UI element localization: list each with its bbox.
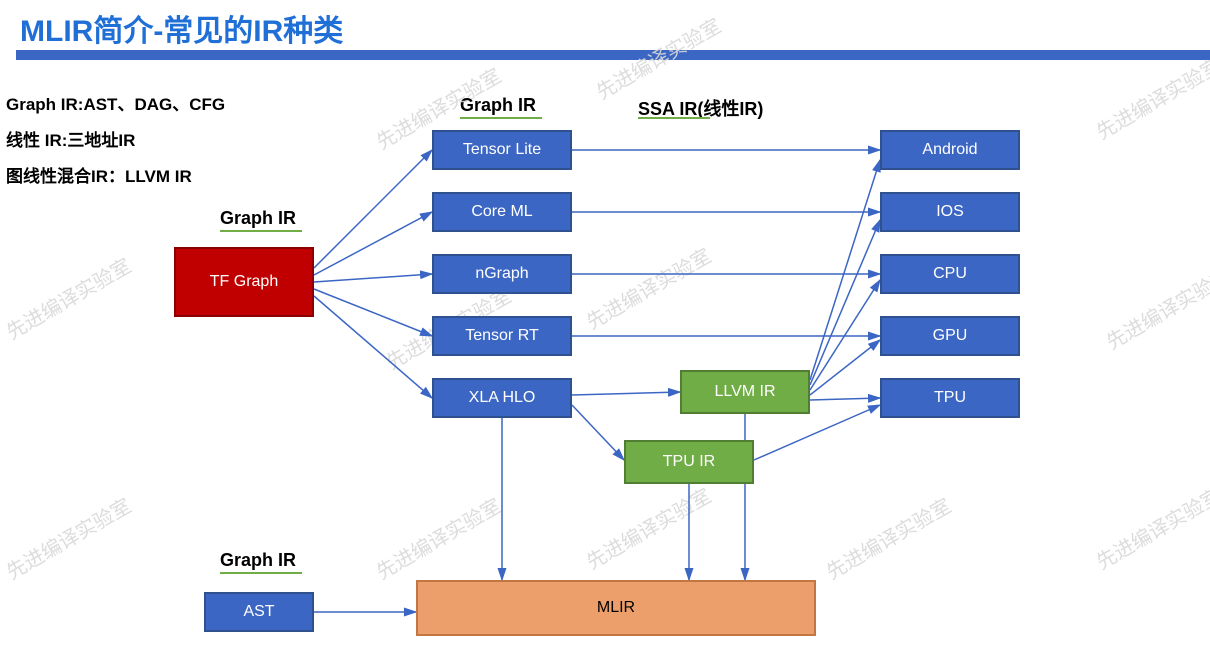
watermark-text: 先进编译实验室 (0, 490, 136, 585)
edge-xla-tpuir (572, 405, 624, 460)
edge-llvmir-ios (810, 220, 880, 385)
watermark-text: 先进编译实验室 (370, 490, 506, 585)
edge-llvmir-android (810, 160, 880, 380)
node-tpu: TPU (880, 378, 1020, 418)
edge-xla-llvmir (572, 392, 680, 395)
node-llvmir: LLVM IR (680, 370, 810, 414)
watermark-text: 先进编译实验室 (0, 250, 136, 345)
bullet-text: 线性 IR:三地址IR (6, 126, 135, 151)
watermark-text: 先进编译实验室 (1100, 260, 1210, 355)
section-underline (220, 230, 302, 232)
node-ios: IOS (880, 192, 1020, 232)
node-xla: XLA HLO (432, 378, 572, 418)
section-underline (638, 117, 710, 119)
edge-tfg-tlite (314, 150, 432, 268)
bullet-text: Graph IR:AST、DAG、CFG (6, 90, 225, 115)
slide-title: MLIR简介-常见的IR种类 (20, 6, 343, 50)
watermark-text: 先进编译实验室 (1090, 50, 1210, 145)
node-coreml: Core ML (432, 192, 572, 232)
edge-tfg-coreml (314, 212, 432, 275)
node-trt: Tensor RT (432, 316, 572, 356)
node-mlir: MLIR (416, 580, 816, 636)
edge-llvmir-gpu (810, 340, 880, 395)
node-tpuir: TPU IR (624, 440, 754, 484)
edge-tfg-ngraph (314, 274, 432, 282)
node-android: Android (880, 130, 1020, 170)
section-label: Graph IR (220, 550, 296, 571)
edge-llvmir-cpu (810, 280, 880, 390)
node-ast: AST (204, 592, 314, 632)
bullet-text: 图线性混合IR：LLVM IR (6, 162, 192, 187)
node-ngraph: nGraph (432, 254, 572, 294)
section-label: Graph IR (220, 208, 296, 229)
watermark-text: 先进编译实验室 (1090, 480, 1210, 575)
section-underline (460, 117, 542, 119)
title-underline-bar (16, 50, 1210, 60)
node-cpu: CPU (880, 254, 1020, 294)
node-tlite: Tensor Lite (432, 130, 572, 170)
watermark-text: 先进编译实验室 (580, 240, 716, 335)
section-underline (220, 572, 302, 574)
watermark-text: 先进编译实验室 (820, 490, 956, 585)
edge-llvmir-tpu (810, 398, 880, 400)
node-gpu: GPU (880, 316, 1020, 356)
node-tfg: TF Graph (174, 247, 314, 317)
watermark-text: 先进编译实验室 (580, 480, 716, 575)
